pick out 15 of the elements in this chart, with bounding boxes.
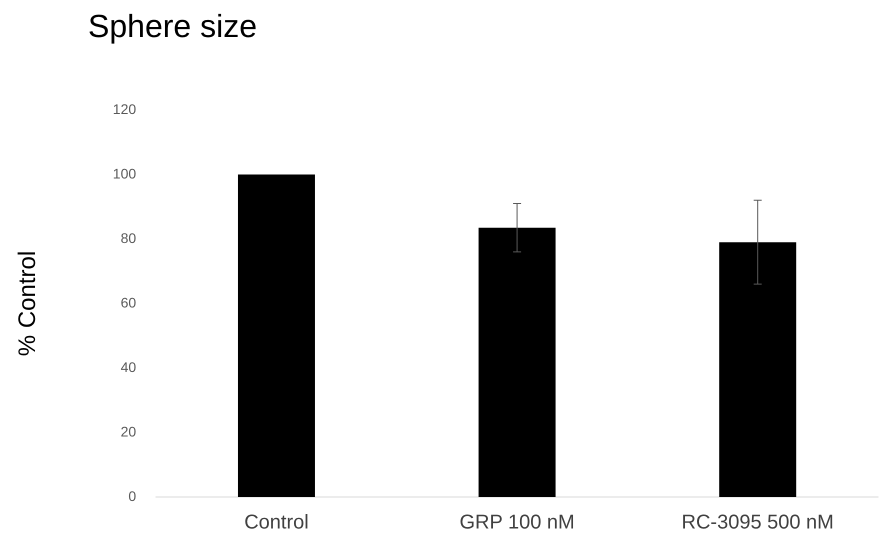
y-tick-label: 100 [112,165,136,182]
y-tick-label: 80 [120,230,136,246]
bar [478,228,556,497]
x-tick-label: Control [244,512,309,534]
y-tick-label: 60 [120,294,136,310]
y-tick-label: 120 [112,100,136,117]
y-axis-title: % Control [14,250,42,356]
bar [238,174,315,497]
x-tick-label: RC-3095 500 nM [682,512,834,534]
bar [719,242,796,497]
chart-title: Sphere size [88,8,257,45]
x-tick-label: GRP 100 nM [459,512,575,534]
y-tick-label: 20 [120,423,136,440]
y-tick-label: 0 [128,488,136,504]
y-tick-label: 40 [120,358,136,375]
